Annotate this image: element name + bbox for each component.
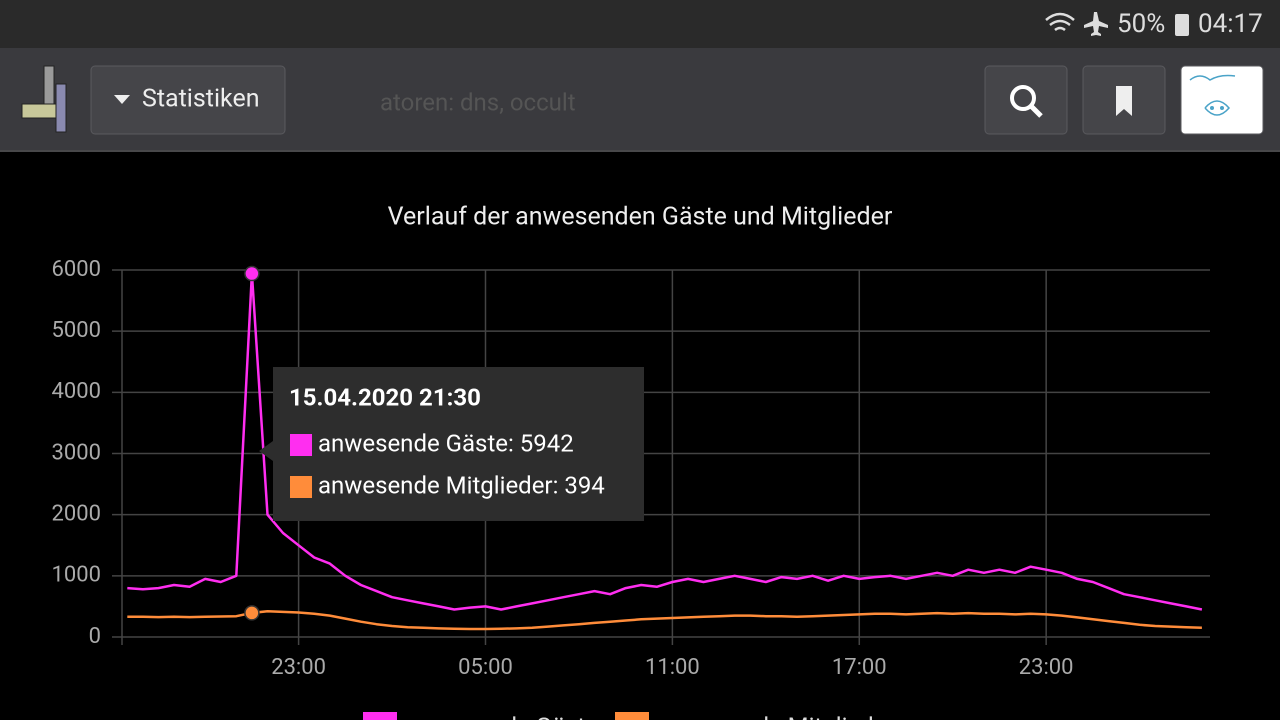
avatar-button[interactable] — [1180, 65, 1264, 135]
x-tick-label: 11:00 — [645, 655, 700, 680]
bookmark-button[interactable] — [1082, 65, 1166, 135]
highlight-point — [244, 605, 260, 621]
y-tick-label: 2000 — [52, 501, 101, 526]
y-tick-label: 4000 — [52, 379, 101, 404]
tooltip-swatch — [290, 476, 312, 498]
series-line — [127, 272, 1203, 611]
statistics-dropdown[interactable]: Statistiken — [90, 65, 286, 135]
logo[interactable] — [21, 65, 67, 133]
y-tick-label: 1000 — [52, 563, 101, 588]
clock: 04:17 — [1198, 9, 1263, 39]
y-tick-label: 3000 — [52, 440, 101, 465]
chart-title: Verlauf der anwesenden Gäste und Mitglie… — [388, 203, 893, 232]
airplane-icon — [1084, 12, 1108, 36]
x-tick-label: 17:00 — [832, 655, 887, 680]
tooltip-line: anwesende Gäste: 5942 — [318, 429, 574, 457]
legend-swatch — [615, 712, 649, 720]
y-tick-label: 0 — [89, 624, 101, 649]
y-tick-label: 5000 — [52, 318, 101, 343]
x-tick-label: 05:00 — [458, 655, 513, 680]
dropdown-label: Statistiken — [142, 85, 260, 114]
highlight-point — [244, 265, 260, 282]
legend-label: anwesende Gäste — [408, 712, 598, 720]
battery-icon — [1175, 14, 1189, 36]
series-line — [127, 610, 1202, 631]
tooltip-swatch — [290, 434, 312, 456]
legend-swatch — [363, 712, 397, 720]
header-background-text: atoren: dns, occult — [380, 88, 576, 116]
battery-text: 50% — [1117, 9, 1165, 39]
tooltip-line: anwesende Mitglieder: 394 — [318, 471, 605, 499]
tooltip-box — [259, 367, 644, 521]
wifi-icon — [1045, 12, 1075, 32]
y-tick-label: 6000 — [52, 257, 101, 282]
x-tick-label: 23:00 — [1019, 655, 1074, 680]
x-tick-label: 23:00 — [271, 655, 326, 680]
legend-label: anwesende Mitglieder — [660, 712, 895, 720]
search-button[interactable] — [984, 65, 1068, 135]
tooltip-title: 15.04.2020 21:30 — [289, 383, 481, 411]
